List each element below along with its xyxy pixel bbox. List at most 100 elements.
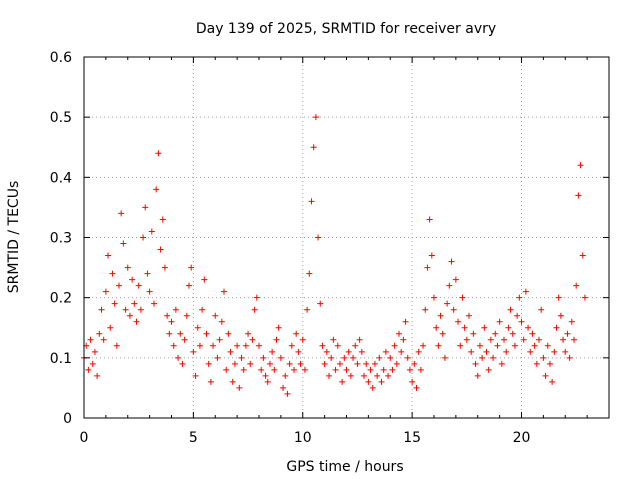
y-tick-label: 0.2 xyxy=(50,291,72,307)
data-point xyxy=(148,228,155,235)
data-point xyxy=(177,330,184,337)
y-tick-label: 0.5 xyxy=(50,110,72,126)
data-point xyxy=(461,324,468,331)
data-point xyxy=(428,252,435,259)
data-point xyxy=(135,282,142,289)
data-point xyxy=(549,378,556,385)
x-tick-label: 10 xyxy=(294,430,312,446)
data-point xyxy=(452,276,459,283)
data-point xyxy=(551,348,558,355)
data-point xyxy=(446,282,453,289)
data-point xyxy=(557,312,564,319)
data-point xyxy=(111,300,118,307)
data-point xyxy=(218,318,225,325)
y-tick-label: 0.3 xyxy=(50,231,72,247)
data-point xyxy=(133,318,140,325)
y-tick-label: 0.4 xyxy=(50,170,72,186)
data-point xyxy=(113,342,120,349)
data-point xyxy=(457,342,464,349)
data-point xyxy=(562,348,569,355)
data-point xyxy=(304,306,311,313)
data-point xyxy=(264,378,271,385)
data-point xyxy=(253,294,260,301)
data-point xyxy=(544,342,551,349)
y-axis-label: SRMTID / TECUs xyxy=(6,181,22,294)
data-point xyxy=(577,162,584,169)
data-point xyxy=(431,294,437,301)
data-point xyxy=(247,360,254,367)
data-point xyxy=(459,294,466,301)
data-point xyxy=(396,330,402,337)
data-point xyxy=(336,360,343,367)
data-point xyxy=(498,360,505,367)
x-tick-label: 5 xyxy=(189,430,198,446)
data-point xyxy=(483,348,490,355)
data-point xyxy=(352,342,359,349)
data-point xyxy=(109,270,116,277)
data-point xyxy=(203,330,210,337)
data-point xyxy=(207,378,214,385)
data-point xyxy=(404,354,411,361)
data-point xyxy=(413,384,420,391)
data-point xyxy=(100,336,107,343)
data-point xyxy=(343,366,350,373)
data-point xyxy=(87,336,94,343)
data-point xyxy=(85,366,92,373)
data-point xyxy=(525,324,532,331)
data-point xyxy=(376,354,383,361)
data-point xyxy=(347,372,354,379)
data-point xyxy=(269,348,276,355)
data-point xyxy=(479,354,486,361)
data-point xyxy=(361,372,367,379)
data-point xyxy=(538,306,545,313)
data-point xyxy=(96,330,103,337)
data-point xyxy=(542,372,549,379)
data-point xyxy=(166,330,173,337)
data-point xyxy=(422,306,429,313)
data-point xyxy=(354,360,361,367)
data-point xyxy=(444,300,451,307)
data-point xyxy=(363,360,370,367)
data-point xyxy=(126,312,133,319)
data-point xyxy=(505,324,512,331)
data-point xyxy=(476,342,483,349)
data-point xyxy=(312,114,319,121)
data-point xyxy=(234,342,241,349)
data-point xyxy=(216,336,223,343)
data-point xyxy=(238,354,245,361)
data-point xyxy=(470,330,477,337)
data-point xyxy=(485,366,492,373)
data-point xyxy=(153,186,160,193)
data-point xyxy=(571,336,577,343)
data-point xyxy=(107,324,114,331)
data-point xyxy=(509,330,516,337)
data-point xyxy=(188,264,195,271)
data-point xyxy=(409,378,416,385)
data-point xyxy=(159,216,166,223)
data-point xyxy=(186,282,192,289)
data-point xyxy=(98,306,105,313)
data-point xyxy=(275,324,282,331)
data-point xyxy=(455,318,462,325)
x-tick-label: 15 xyxy=(403,430,421,446)
data-point xyxy=(518,318,525,325)
data-point xyxy=(118,210,125,217)
data-point xyxy=(282,372,289,379)
data-point xyxy=(581,294,588,301)
data-point xyxy=(487,336,494,343)
data-point xyxy=(441,354,448,361)
data-point xyxy=(365,378,372,385)
data-point xyxy=(553,324,560,331)
data-point xyxy=(374,372,381,379)
data-point xyxy=(339,378,346,385)
y-tick-label: 0.1 xyxy=(50,351,72,367)
data-point xyxy=(192,372,199,379)
data-point xyxy=(435,342,442,349)
data-point xyxy=(367,366,374,373)
data-point xyxy=(144,270,151,277)
data-point xyxy=(205,360,212,367)
data-point xyxy=(258,366,265,373)
data-point xyxy=(256,342,262,349)
data-point xyxy=(387,354,394,361)
data-point xyxy=(382,348,389,355)
